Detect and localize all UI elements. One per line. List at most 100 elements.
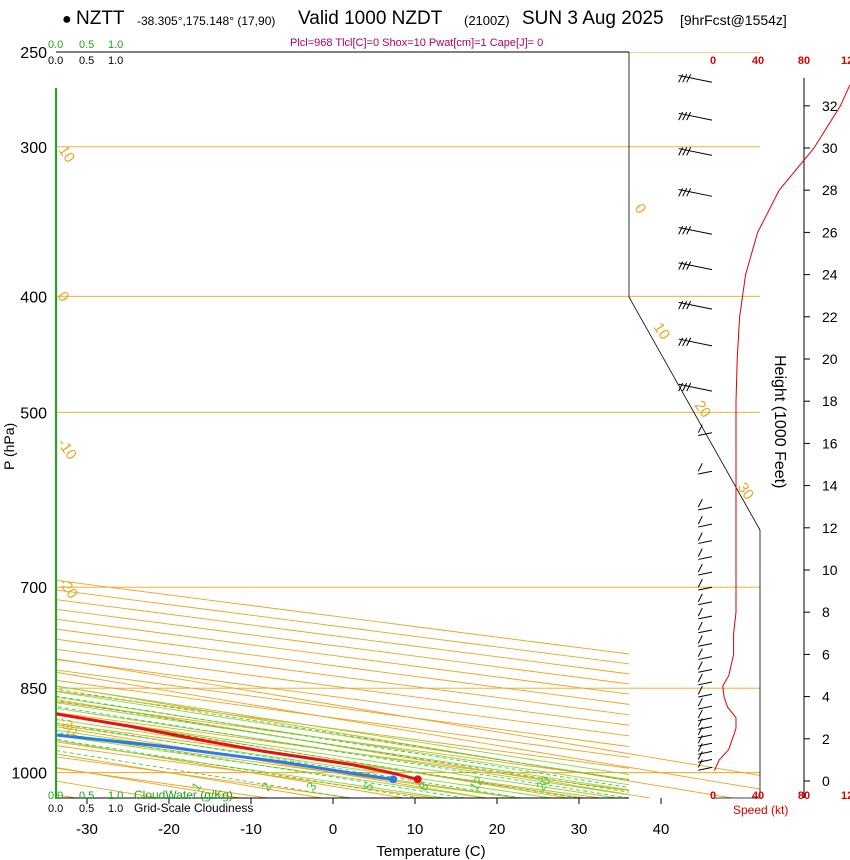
wind-barb-feather [697,686,703,695]
wind-barb [697,621,713,634]
wind-barb-feather [697,709,703,719]
wind-barb-feather [678,337,684,347]
isotherm-line [56,658,760,776]
wind-barb-feather [686,226,692,235]
wind-barb-staff [678,383,713,392]
wind-barb-feather [697,579,703,588]
wind-barb [697,661,713,673]
temperature-tick-label: -10 [240,821,262,838]
pressure-tick-label: 850 [20,681,47,698]
mixing-ratio-line [56,706,629,798]
surface-temperature-marker [413,775,422,784]
dry-adiabat-line [56,733,518,798]
mixing-ratio-label: 8 [415,779,431,794]
speed-tick-label: 80 [798,790,810,802]
adiabat-label: -20 [55,575,81,603]
wind-speed-profile [713,84,850,771]
height-tick-label: 26 [822,224,838,240]
wind-barb-staff [698,758,713,763]
isotherm-line [56,739,404,798]
wind-barb-feather [697,661,703,670]
cloud-scale-label: 0.5 [79,790,94,802]
wind-barb [697,697,713,710]
cloud-scale-label: 0.0 [48,790,63,802]
wind-barb-feather [678,147,684,156]
height-tick-label: 2 [822,731,830,747]
speed-tick-label: 40 [752,790,764,802]
height-axis-title: Height (1000 Feet) [771,355,788,488]
forecast-info: [9hrFcst@1554z] [680,12,787,28]
wind-barb-staff [698,523,713,528]
valid-date: SUN 3 Aug 2025 [522,8,664,29]
wind-barb-feather [682,111,688,121]
moist-adiabat-line [56,685,629,775]
wind-barb-feather [678,111,684,121]
wind-barb-feather [686,188,692,197]
wind-barb-staff [698,734,713,739]
height-tick-label: 28 [822,182,838,198]
station-id: NZTT [76,8,125,29]
wind-barb-feather [697,463,703,472]
temperature-tick-label: -30 [76,821,98,838]
dry-adiabat-line [56,701,629,780]
wind-barb-feather [678,226,684,235]
wind-barb [678,226,713,235]
height-tick-label: 10 [822,562,838,578]
wind-barb-feather [678,188,684,197]
wind-barb [697,579,713,591]
wind-barb-feather [678,300,684,310]
wind-barb-staff [698,766,713,771]
wind-barb-staff [678,148,713,156]
speed-tick-label: 0 [710,790,716,802]
wind-barb [697,593,713,606]
pressure-tick-label: 1000 [11,766,47,783]
wind-barb [697,548,713,560]
wind-barb [697,498,713,511]
wind-barb-feather [686,337,692,347]
height-tick-label: 8 [822,604,830,620]
wind-barb-feather [678,261,684,270]
wind-barb [697,463,713,475]
speed-tick-label: 12 [841,790,850,802]
wind-barb-staff [698,681,713,686]
adiabat-label: 20 [691,398,714,421]
wind-barb-feather [678,382,684,392]
moist-adiabat-line [56,718,585,798]
mixing-ratio-line [56,688,629,781]
moist-adiabat-line [56,702,629,791]
wind-barb-staff [698,470,713,475]
wind-barb-feather [697,607,703,617]
wind-barb-feather [686,147,692,156]
wind-barb [697,607,713,620]
moist-adiabat-line [56,696,629,786]
wind-barb-staff [678,189,713,197]
height-tick-label: 14 [822,478,838,494]
height-tick-label: 4 [822,689,830,705]
wind-barb-staff [698,432,713,436]
dry-adiabat-line [56,669,629,748]
wind-barb-feather [686,300,692,310]
cloudiness-legend: Grid-Scale Cloudiness [134,801,253,815]
wind-barb [697,709,713,722]
temperature-tick-label: 30 [571,821,588,838]
wind-barb-feather [697,735,703,744]
utc-time: (2100Z) [464,13,510,28]
temperature-tick-label: 10 [407,821,424,838]
wind-barb-feather [697,648,703,657]
mixing-ratio-label: 12 [466,773,487,793]
wind-barb-staff [698,717,713,722]
wind-barb-feather [682,337,688,347]
wind-barb-feather [697,743,703,752]
wind-barb-feather [682,188,688,197]
adiabat-label: -10 [54,436,80,464]
mixing-ratio-label: 2 [258,779,274,794]
wind-barb-staff [698,540,713,544]
wind-barb-feather [697,563,703,573]
temperature-tick-label: 40 [653,821,670,838]
pressure-tick-label: 400 [20,289,47,306]
moist-adiabat-line [56,707,629,796]
wind-barb-staff [698,742,713,747]
height-tick-label: 12 [822,520,838,536]
adiabat-label: 10 [55,143,78,166]
wind-barb-staff [698,615,713,620]
